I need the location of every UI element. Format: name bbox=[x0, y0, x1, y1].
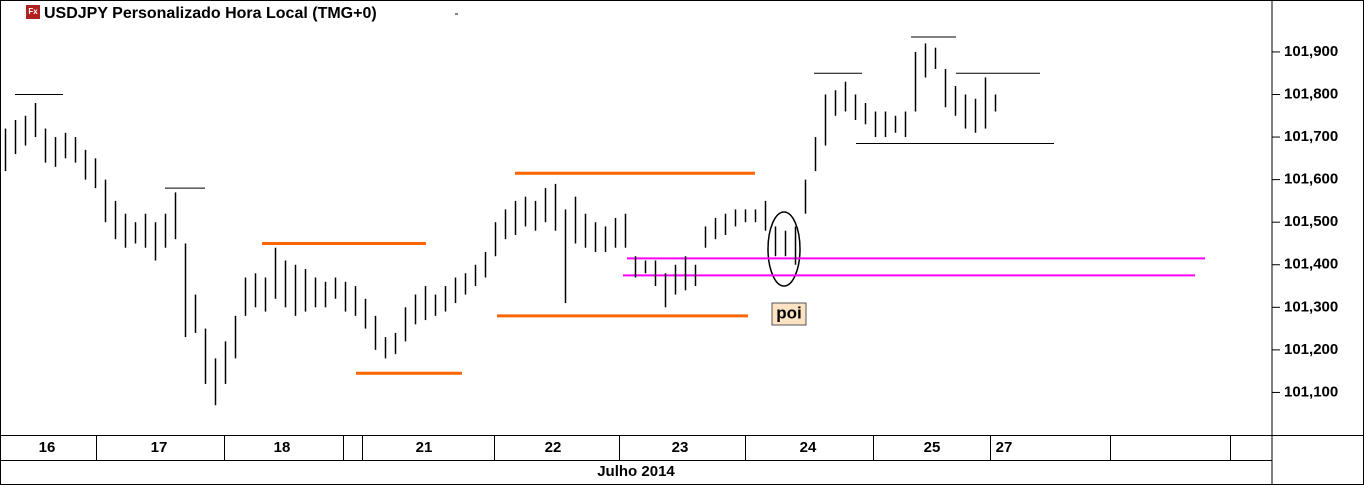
y-tick-label: 101,200 bbox=[1284, 341, 1338, 358]
y-tick-label: 101,700 bbox=[1284, 128, 1338, 145]
y-tick-label: 101,500 bbox=[1284, 213, 1338, 230]
y-tick-label: 101,300 bbox=[1284, 298, 1338, 315]
day-label: 17 bbox=[151, 439, 168, 456]
day-label: 27 bbox=[996, 439, 1013, 456]
y-tick-label: 101,600 bbox=[1284, 171, 1338, 188]
day-label: 25 bbox=[924, 439, 941, 456]
icon-label: Fx bbox=[28, 7, 38, 16]
y-tick-label: 101,100 bbox=[1284, 383, 1338, 400]
chart-title[interactable]: USDJPY Personalizado Hora Local (TMG+0) bbox=[44, 5, 377, 22]
annotation: poi bbox=[776, 303, 802, 322]
day-label: 16 bbox=[39, 439, 56, 456]
annotation-box bbox=[771, 302, 807, 326]
y-tick-label: 101,400 bbox=[1284, 256, 1338, 273]
y-tick-label: 101,800 bbox=[1284, 85, 1338, 102]
x-axis-label: Julho 2014 bbox=[597, 463, 675, 480]
day-label: 22 bbox=[545, 439, 562, 456]
icon bbox=[26, 5, 40, 19]
circle-annotation bbox=[767, 211, 801, 287]
day-label: 21 bbox=[416, 439, 433, 456]
day-label: 23 bbox=[672, 439, 689, 456]
y-tick-label: 101,900 bbox=[1284, 43, 1338, 60]
day-label: 18 bbox=[274, 439, 291, 456]
day-label: 24 bbox=[800, 439, 817, 456]
